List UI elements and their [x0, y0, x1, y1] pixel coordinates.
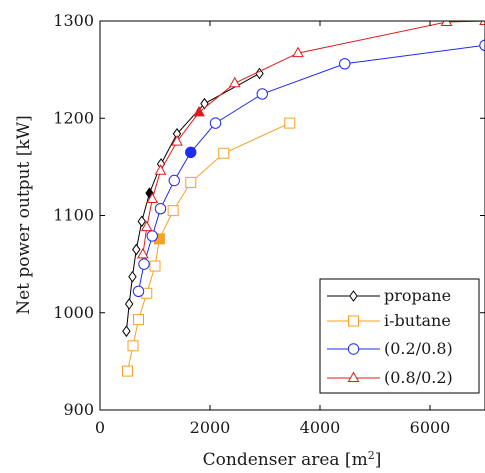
y-tick-label: 1300	[53, 11, 94, 30]
series-line	[127, 122, 291, 372]
data-point	[292, 46, 304, 58]
data-point	[339, 58, 351, 70]
data-point	[154, 164, 167, 175]
data-point	[479, 39, 485, 52]
data-point	[218, 147, 230, 159]
data-point	[256, 88, 268, 100]
data-point	[171, 135, 183, 146]
x-tick-label: 2000	[190, 418, 231, 437]
y-axis-label: Net power output [kW]	[14, 115, 34, 315]
data-point	[137, 215, 147, 228]
legend-item: i-butane	[327, 311, 451, 330]
data-point	[284, 117, 296, 129]
x-axis-label-superscript: 2	[368, 449, 375, 462]
data-point	[168, 174, 180, 187]
data-point	[149, 260, 161, 272]
x-axis-label: Condenser area [m2]	[203, 449, 382, 471]
data-point	[146, 230, 158, 242]
legend-marker	[347, 343, 360, 355]
legend-label: propane	[384, 286, 451, 305]
series-line	[142, 21, 485, 255]
data-point	[440, 21, 453, 26]
legend-item: (0.2/0.8)	[327, 339, 453, 358]
series-line	[125, 73, 260, 332]
y-tick-label: 1100	[53, 206, 94, 225]
data-point	[127, 340, 139, 352]
data-point	[132, 285, 145, 298]
legend: propane i-butane (0.2/0.8) (0.8/0.2)	[319, 278, 480, 394]
x-tick-label: 4000	[300, 418, 341, 437]
legend-marker	[349, 290, 358, 302]
data-point	[146, 192, 159, 203]
plot-area	[122, 21, 485, 377]
data-point	[479, 21, 485, 25]
data-point	[228, 76, 241, 88]
series-i-butane	[122, 117, 296, 377]
highlight-point	[193, 105, 205, 117]
y-tick-label: 1200	[53, 108, 94, 127]
x-tick-label: 6000	[410, 418, 451, 437]
legend-label: (0.8/0.2)	[384, 368, 453, 387]
legend-item: (0.8/0.2)	[327, 368, 453, 387]
y-tick-label: 1000	[53, 303, 94, 322]
data-point	[122, 365, 133, 377]
legend-item: propane	[327, 286, 451, 305]
legend-box	[319, 278, 480, 394]
data-point	[122, 325, 131, 338]
data-point	[140, 220, 153, 232]
data-point	[167, 205, 179, 217]
axis-ticks: 0 2000 4000 6000 900 1000 1100 1200 1300	[53, 11, 485, 437]
data-point	[133, 314, 144, 326]
data-point	[128, 270, 137, 283]
legend-label: (0.2/0.8)	[384, 339, 453, 358]
data-point	[154, 202, 167, 215]
data-point	[209, 117, 222, 129]
data-point	[138, 258, 150, 270]
series-(0.8/0.2)	[137, 21, 485, 259]
series-propane	[122, 67, 264, 338]
legend-marker	[347, 371, 360, 382]
highlight-point	[185, 146, 197, 158]
series-(0.2/0.8)	[132, 39, 485, 298]
x-tick-label: 0	[95, 418, 105, 437]
data-point	[132, 243, 141, 256]
data-point	[124, 298, 134, 310]
legend-label: i-butane	[384, 311, 451, 330]
data-point	[137, 247, 149, 259]
y-tick-label: 900	[63, 400, 94, 419]
series-line	[138, 44, 485, 292]
legend-marker	[348, 315, 359, 327]
data-point	[185, 176, 197, 188]
